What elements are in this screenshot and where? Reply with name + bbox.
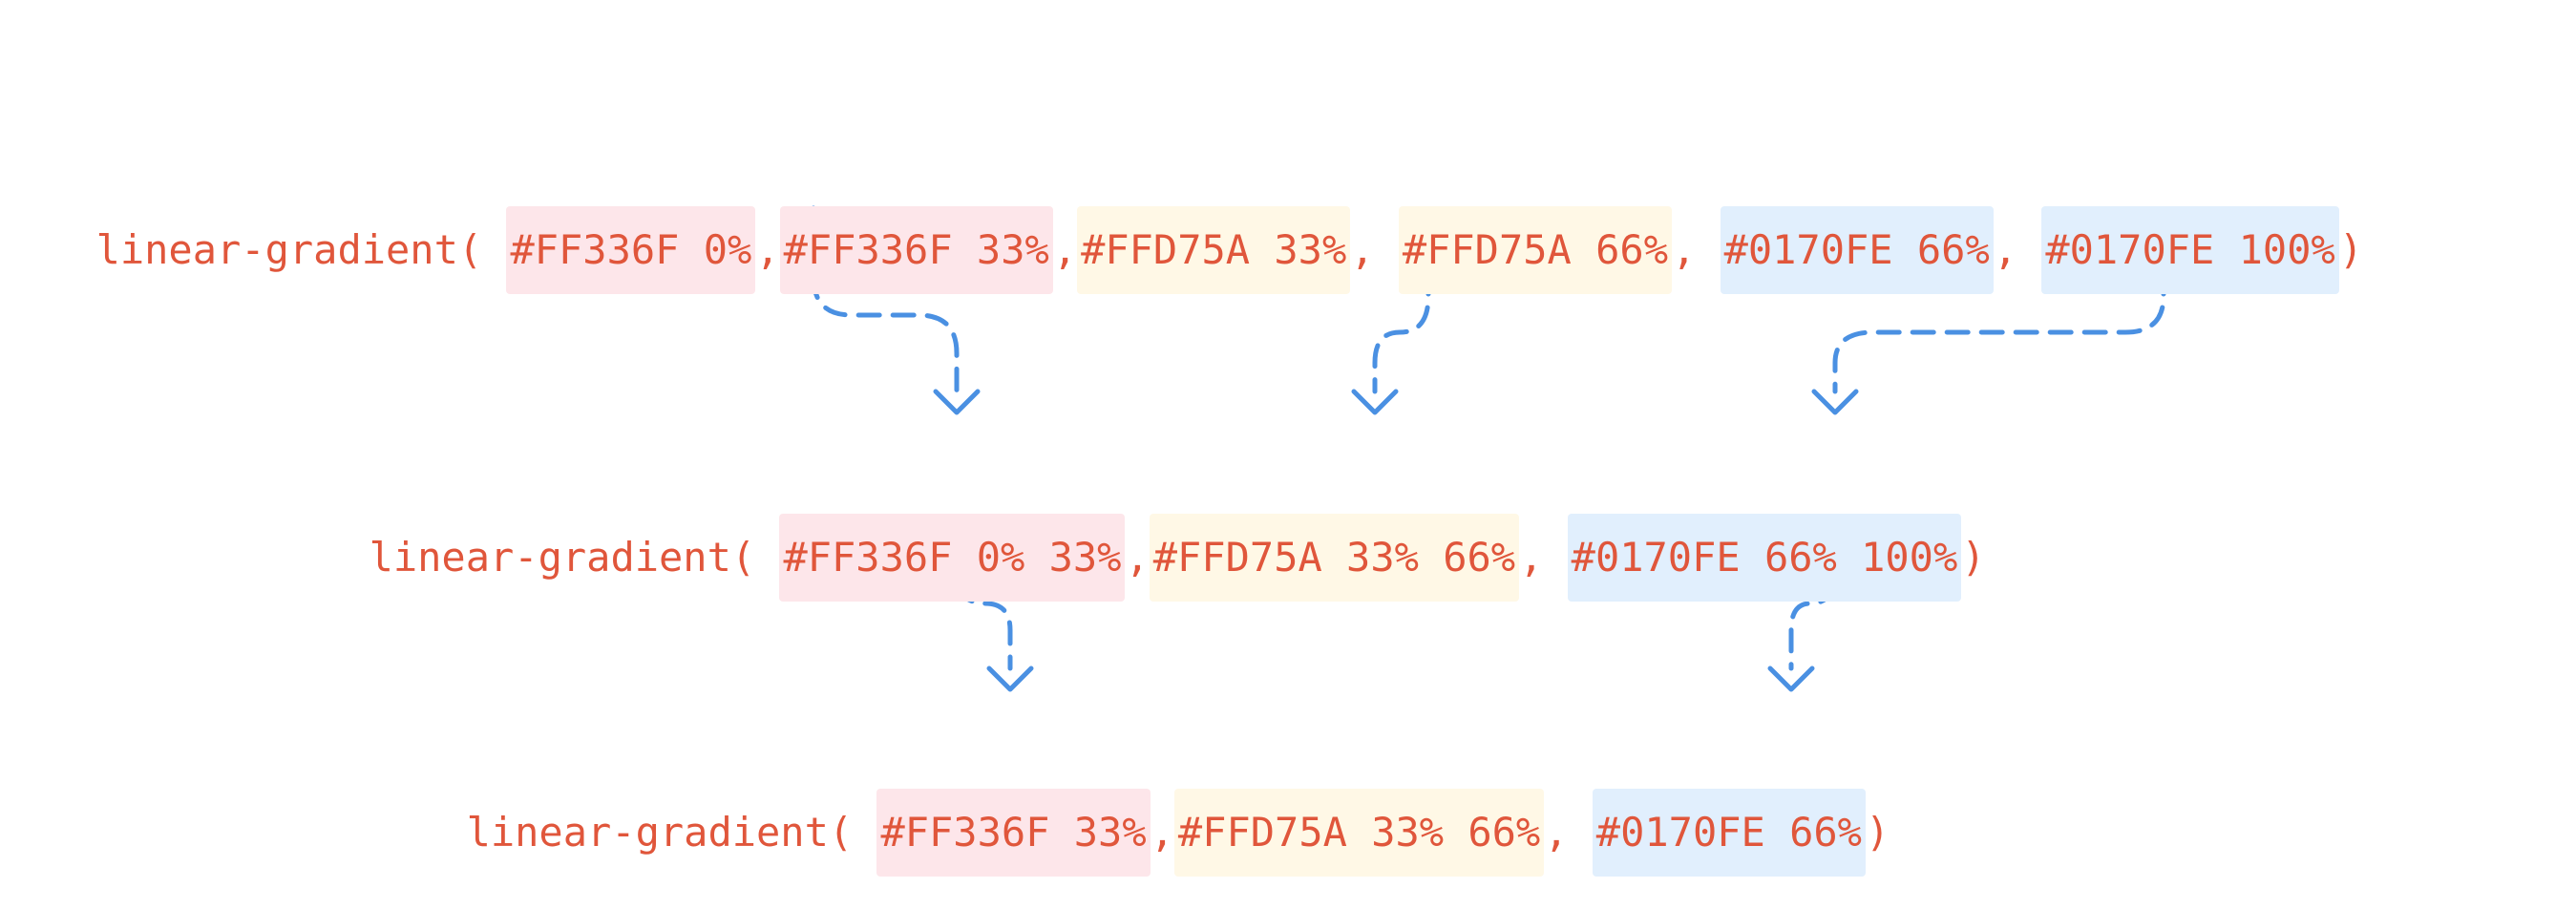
row3-comma: , (1150, 809, 1174, 856)
row1-stop-blue-start: #0170FE 66% (1720, 206, 1994, 294)
arrow-yellow-1 (1372, 236, 1431, 394)
arrowhead-blue-1 (1811, 389, 1859, 415)
row1-suffix: ) (2338, 226, 2364, 273)
row1-comma: , (1993, 226, 2018, 273)
row2-comma: , (1125, 534, 1150, 581)
row2-prefix: linear-gradient( (369, 534, 756, 581)
row1-stop-yellow-end: #FFD75A 66% (1398, 206, 1672, 294)
row2-stop-pink: #FF336F 0% 33% (779, 514, 1126, 602)
row1-comma: , (755, 226, 780, 273)
gradient-row-1: linear-gradient( #FF336F 0%,#FF336F 33%,… (48, 118, 2363, 294)
row3-stop-blue: #0170FE 66% (1592, 789, 1866, 877)
row3-stop-yellow: #FFD75A 33% 66% (1173, 789, 1545, 877)
arrowhead-yellow-1 (1351, 389, 1399, 415)
row1-stop-pink-end: #FF336F 33% (779, 206, 1053, 294)
row1-stop-blue-end: #0170FE 100% (2041, 206, 2339, 294)
row2-comma: , (1519, 534, 1544, 581)
row3-stop-pink: #FF336F 33% (876, 789, 1151, 877)
row1-stop-pink-start: #FF336F 0% (506, 206, 756, 294)
row1-prefix: linear-gradient( (95, 226, 483, 273)
row2-suffix: ) (1961, 534, 1986, 581)
row1-comma: , (1350, 226, 1375, 273)
arrowhead-pink-1 (933, 389, 981, 415)
row1-comma: , (1671, 226, 1697, 273)
arrowhead-pink-2 (986, 666, 1034, 692)
row3-prefix: linear-gradient( (466, 809, 854, 856)
row3-comma: , (1544, 809, 1569, 856)
gradient-row-3: linear-gradient( #FF336F 33%,#FFD75A 33%… (418, 701, 1890, 877)
row1-comma: , (1052, 226, 1078, 273)
row1-stop-yellow-start: #FFD75A 33% (1077, 206, 1351, 294)
row2-stop-blue: #0170FE 66% 100% (1567, 514, 1962, 602)
arrowhead-blue-2 (1767, 666, 1815, 692)
row3-suffix: ) (1865, 809, 1890, 856)
gradient-row-2: linear-gradient( #FF336F 0% 33%,#FFD75A … (321, 426, 1986, 602)
row2-stop-yellow: #FFD75A 33% 66% (1149, 514, 1520, 602)
arrow-blue-1 (1832, 236, 2166, 394)
